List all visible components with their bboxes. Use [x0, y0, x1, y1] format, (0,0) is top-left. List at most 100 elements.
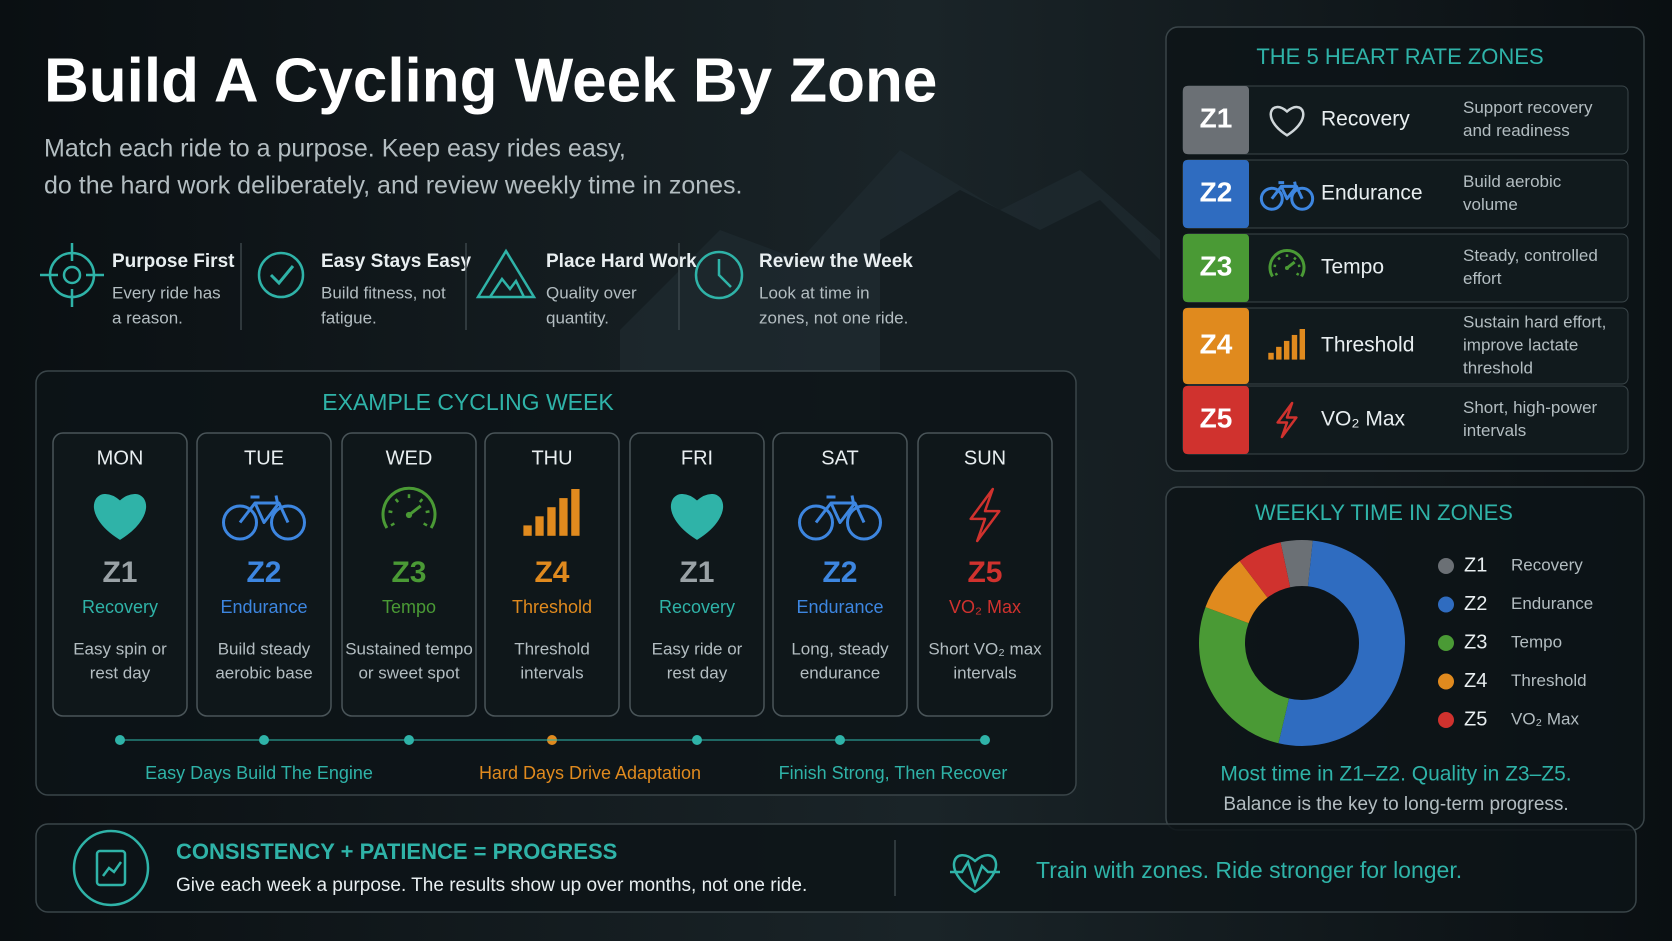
principle-text: fatigue.: [321, 308, 377, 327]
legend-name: Tempo: [1511, 632, 1562, 651]
target-icon: [62, 265, 82, 285]
clock-icon: [694, 250, 744, 300]
tagline: Train with zones. Ride stronger for long…: [1036, 857, 1462, 883]
legend-dot: [1438, 673, 1454, 690]
title: Build A Cycling Week By Zone: [44, 46, 937, 115]
donut-segment: [1280, 540, 1313, 588]
bars-icon: [547, 507, 556, 536]
bottom-title: CONSISTENCY + PATIENCE = PROGRESS: [176, 839, 617, 864]
zone-code: Z2: [1200, 176, 1233, 207]
day-card: [52, 432, 188, 717]
pulse-icon: [950, 858, 1000, 888]
zone-row: [1182, 233, 1629, 303]
bike-wheel: [798, 504, 834, 541]
day-zone-name: Endurance: [220, 597, 307, 617]
day-zone-name: Recovery: [82, 597, 158, 617]
clock-icon: [717, 259, 732, 288]
day-zone: Z3: [391, 556, 426, 589]
gauge-tick: [418, 498, 424, 503]
day-label: MON: [97, 447, 144, 469]
bars-icon: [1283, 340, 1290, 360]
legend-name: Threshold: [1511, 671, 1587, 690]
principle-text: Every ride has: [112, 283, 221, 302]
bottom-text: Give each week a purpose. The results sh…: [176, 875, 807, 896]
day-zone-name: Threshold: [512, 597, 592, 617]
bars-icon: [535, 516, 544, 536]
principle-text: Build fitness, not: [321, 283, 446, 302]
zone-name: VO₂ Max: [1321, 408, 1406, 431]
bars-icon: [1299, 329, 1306, 360]
donut-segment: [1199, 607, 1290, 744]
day-label: SAT: [821, 447, 858, 469]
bike-wheel: [1290, 186, 1315, 211]
heart-icon: [670, 494, 724, 540]
week-footer: Finish Strong, Then Recover: [779, 763, 1008, 783]
zone-badge: [1183, 386, 1249, 454]
day-zone: Z4: [534, 556, 569, 589]
day-desc: Easy spin or: [73, 639, 167, 658]
legend-name: Endurance: [1511, 594, 1593, 613]
zone-badge: [1183, 308, 1249, 384]
zone-code: Z4: [1200, 328, 1233, 359]
bottom-panel: [35, 823, 1637, 913]
gauge-tick: [425, 510, 430, 514]
principle-text: quantity.: [546, 308, 609, 327]
zone-badge: [1183, 86, 1249, 154]
bars-icon: [1268, 352, 1274, 360]
zone-desc: Sustain hard effort,: [1463, 312, 1606, 331]
donut-segment: [1278, 540, 1405, 746]
bike-wheel: [222, 504, 258, 541]
principle-title: Place Hard Work: [546, 251, 697, 272]
zone-desc: threshold: [1463, 358, 1533, 377]
day-desc: or sweet spot: [358, 663, 459, 682]
day-label: SUN: [964, 447, 1006, 469]
donut-segment: [1239, 542, 1292, 599]
day-zone-name: Endurance: [796, 597, 883, 617]
gauge-tick: [1295, 272, 1300, 276]
week-title: EXAMPLE CYCLING WEEK: [322, 389, 614, 415]
day-card: [629, 432, 765, 717]
bike-frame: [1270, 181, 1304, 201]
day-zone: Z1: [102, 556, 137, 589]
legend-code: Z2: [1464, 593, 1487, 615]
day-zone: Z1: [679, 556, 714, 589]
zone-desc: improve lactate: [1463, 335, 1578, 354]
day-desc: rest day: [90, 663, 151, 682]
bars-icon: [571, 489, 580, 536]
legend-dot: [1438, 712, 1454, 728]
legend-name: Recovery: [1511, 555, 1583, 574]
legend-code: Z3: [1464, 631, 1487, 653]
bars-icon: [1291, 334, 1298, 360]
gauge-tick: [1277, 256, 1281, 261]
principle-title: Purpose First: [112, 251, 235, 272]
principle-text: Look at time in: [759, 283, 870, 302]
day-desc: endurance: [800, 663, 880, 682]
zone-desc: Build aerobic: [1463, 172, 1562, 191]
target-icon: [40, 243, 104, 307]
heart-icon: [1269, 105, 1305, 137]
zone-desc: Short, high-power: [1463, 398, 1598, 417]
day-zone-name: VO₂ Max: [949, 597, 1021, 617]
check-icon: [257, 251, 305, 299]
zone-desc: Steady, controlled: [1463, 246, 1598, 265]
day-desc: Build steady: [218, 639, 311, 658]
week-footer: Hard Days Drive Adaptation: [479, 763, 701, 783]
day-label: WED: [386, 447, 433, 469]
bars-icon: [559, 498, 568, 536]
day-card: [772, 432, 908, 717]
zone-name: Threshold: [1321, 334, 1414, 357]
check-icon: [269, 265, 295, 286]
legend-dot: [1438, 596, 1454, 613]
legend-dot: [1438, 635, 1454, 651]
gauge-tick: [1274, 272, 1279, 276]
bike-wheel: [846, 504, 882, 541]
zones-title: THE 5 HEART RATE ZONES: [1256, 44, 1543, 69]
gauge-hub: [405, 511, 413, 519]
legend-dot: [1438, 558, 1454, 574]
zone-desc: effort: [1463, 269, 1502, 288]
day-zone: Z2: [822, 556, 857, 589]
subtitle: do the hard work deliberately, and revie…: [44, 172, 743, 200]
legend-code: Z4: [1464, 670, 1487, 692]
principle-text: a reason.: [112, 308, 183, 327]
